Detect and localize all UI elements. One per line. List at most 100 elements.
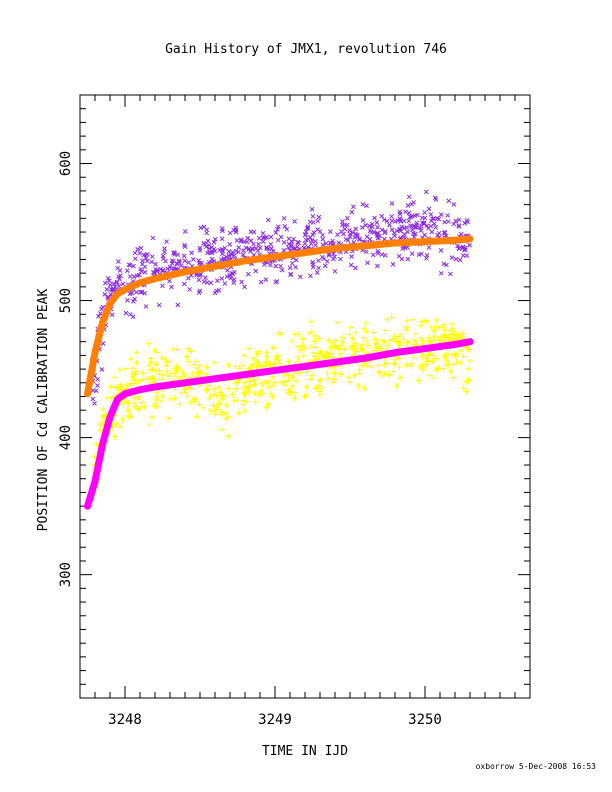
data-point-x — [316, 214, 322, 220]
data-point-x — [227, 272, 232, 278]
data-point-x — [405, 229, 410, 235]
data-point-x — [399, 224, 404, 230]
data-point-plus — [270, 344, 277, 351]
data-point-plus — [207, 393, 214, 400]
data-point-x — [293, 264, 298, 270]
data-point-plus — [300, 352, 307, 359]
data-point-x — [233, 229, 239, 235]
data-point-x — [227, 254, 233, 259]
data-point-x — [360, 201, 366, 207]
data-point-plus — [295, 358, 302, 365]
data-point-plus — [113, 420, 120, 427]
data-point-x — [264, 246, 270, 251]
footer-credit: oxborrow 5-Dec-2008 16:53 — [476, 762, 597, 771]
data-point-plus — [318, 384, 325, 391]
data-point-x — [389, 201, 395, 206]
data-point-x — [124, 268, 130, 274]
data-point-plus — [410, 354, 417, 361]
data-point-x — [302, 241, 308, 246]
data-point-plus — [117, 381, 124, 388]
data-point-plus — [406, 339, 413, 346]
data-point-x — [206, 246, 212, 251]
data-point-plus — [360, 334, 367, 341]
data-point-x — [342, 226, 348, 232]
data-point-x — [315, 227, 321, 232]
data-point-plus — [167, 395, 174, 402]
data-point-x — [292, 219, 297, 224]
data-point-x — [229, 271, 235, 276]
data-point-x — [150, 235, 156, 241]
data-point-plus — [218, 426, 225, 433]
data-point-plus — [147, 375, 154, 382]
data-point-plus — [423, 361, 430, 368]
data-point-plus — [303, 384, 310, 391]
data-point-x — [173, 266, 179, 271]
data-point-x — [227, 241, 233, 247]
data-point-x — [130, 299, 136, 304]
data-point-plus — [455, 331, 462, 338]
data-point-plus — [198, 370, 205, 377]
data-point-plus — [328, 350, 335, 357]
data-point-plus — [311, 338, 318, 345]
data-point-plus — [325, 337, 332, 344]
data-point-x — [143, 304, 149, 309]
data-point-x — [406, 210, 412, 216]
data-point-plus — [271, 361, 278, 368]
data-point-plus — [346, 331, 353, 338]
data-point-x — [176, 258, 182, 264]
data-point-x — [227, 230, 233, 236]
data-point-plus — [355, 382, 362, 389]
data-point-plus — [114, 383, 121, 390]
data-point-x — [419, 220, 425, 226]
data-point-plus — [425, 351, 432, 358]
data-point-x — [426, 206, 432, 212]
data-point-plus — [364, 338, 371, 345]
data-point-x — [209, 256, 215, 262]
data-point-x — [171, 250, 176, 255]
data-marks — [84, 189, 474, 510]
data-point-x — [446, 198, 452, 204]
data-point-x — [265, 217, 271, 223]
data-point-plus — [211, 386, 218, 393]
data-point-plus — [453, 351, 460, 358]
data-point-x — [375, 236, 381, 241]
data-point-x — [389, 227, 395, 232]
data-point-x — [132, 296, 137, 302]
data-point-plus — [264, 359, 271, 366]
data-point-plus — [218, 391, 225, 398]
data-point-x — [411, 234, 417, 240]
data-point-x — [142, 264, 148, 270]
data-point-plus — [225, 385, 232, 392]
data-point-x — [309, 238, 315, 243]
data-point-x — [308, 273, 313, 279]
data-point-x — [185, 275, 191, 281]
data-point-plus — [133, 359, 140, 366]
data-point-plus — [386, 372, 393, 379]
data-point-plus — [424, 318, 431, 325]
data-point-plus — [241, 379, 248, 386]
data-point-plus — [397, 374, 404, 381]
data-point-x — [275, 237, 281, 243]
data-point-x — [286, 241, 292, 247]
data-point-plus — [289, 374, 296, 381]
data-point-plus — [166, 358, 173, 365]
data-point-plus — [307, 318, 314, 325]
data-point-x — [116, 283, 122, 289]
data-point-x — [161, 256, 166, 261]
data-point-plus — [192, 396, 199, 403]
data-point-plus — [378, 372, 385, 379]
data-point-plus — [374, 362, 381, 369]
data-point-x — [307, 219, 313, 225]
y-tick-label: 600 — [58, 151, 74, 176]
y-tick-label: 500 — [58, 288, 74, 313]
data-point-plus — [418, 363, 425, 370]
data-point-x — [305, 224, 311, 230]
data-point-plus — [152, 401, 159, 408]
data-point-x — [332, 254, 338, 260]
data-point-x — [282, 224, 288, 229]
data-point-plus — [127, 413, 134, 420]
data-point-x — [164, 239, 169, 245]
data-point-plus — [193, 413, 200, 420]
data-point-plus — [107, 383, 114, 390]
data-point-x — [405, 203, 411, 208]
